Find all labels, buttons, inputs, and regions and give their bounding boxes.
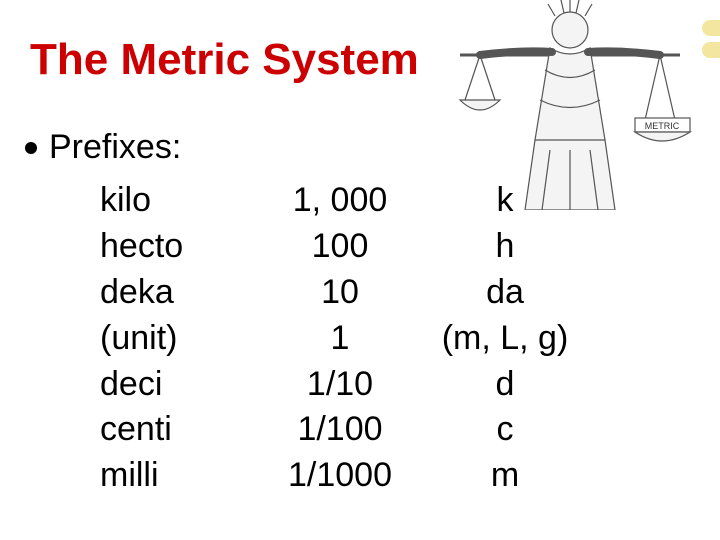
cell-value: 10	[260, 270, 420, 316]
bullet-icon	[25, 142, 37, 154]
table-row: (unit) 1 (m, L, g)	[100, 316, 590, 362]
cell-prefix: deka	[100, 270, 260, 316]
slide: METRIC	[0, 0, 720, 540]
slide-title: The Metric System	[30, 35, 419, 85]
prefix-table: kilo 1, 000 k hecto 100 h deka 10 da (un…	[100, 178, 590, 499]
cell-value: 1/10	[260, 362, 420, 408]
cell-symbol: c	[420, 407, 590, 453]
cell-symbol: m	[420, 453, 590, 499]
cell-prefix: centi	[100, 407, 260, 453]
cell-value: 1/1000	[260, 453, 420, 499]
cell-value: 1, 000	[260, 178, 420, 224]
prefixes-heading: Prefixes:	[49, 128, 181, 167]
svg-text:METRIC: METRIC	[645, 121, 680, 131]
table-row: milli 1/1000 m	[100, 453, 590, 499]
cell-symbol: k	[420, 178, 590, 224]
cell-prefix: deci	[100, 362, 260, 408]
cell-prefix: kilo	[100, 178, 260, 224]
cell-prefix: milli	[100, 453, 260, 499]
table-row: deci 1/10 d	[100, 362, 590, 408]
table-row: deka 10 da	[100, 270, 590, 316]
cell-symbol: (m, L, g)	[420, 316, 590, 362]
bullet-row: Prefixes:	[25, 128, 181, 167]
table-row: kilo 1, 000 k	[100, 178, 590, 224]
cell-symbol: d	[420, 362, 590, 408]
cell-value: 1/100	[260, 407, 420, 453]
cell-prefix: hecto	[100, 224, 260, 270]
table-row: hecto 100 h	[100, 224, 590, 270]
cell-prefix: (unit)	[100, 316, 260, 362]
cell-symbol: da	[420, 270, 590, 316]
cell-value: 1	[260, 316, 420, 362]
cell-symbol: h	[420, 224, 590, 270]
cell-value: 100	[260, 224, 420, 270]
table-row: centi 1/100 c	[100, 407, 590, 453]
